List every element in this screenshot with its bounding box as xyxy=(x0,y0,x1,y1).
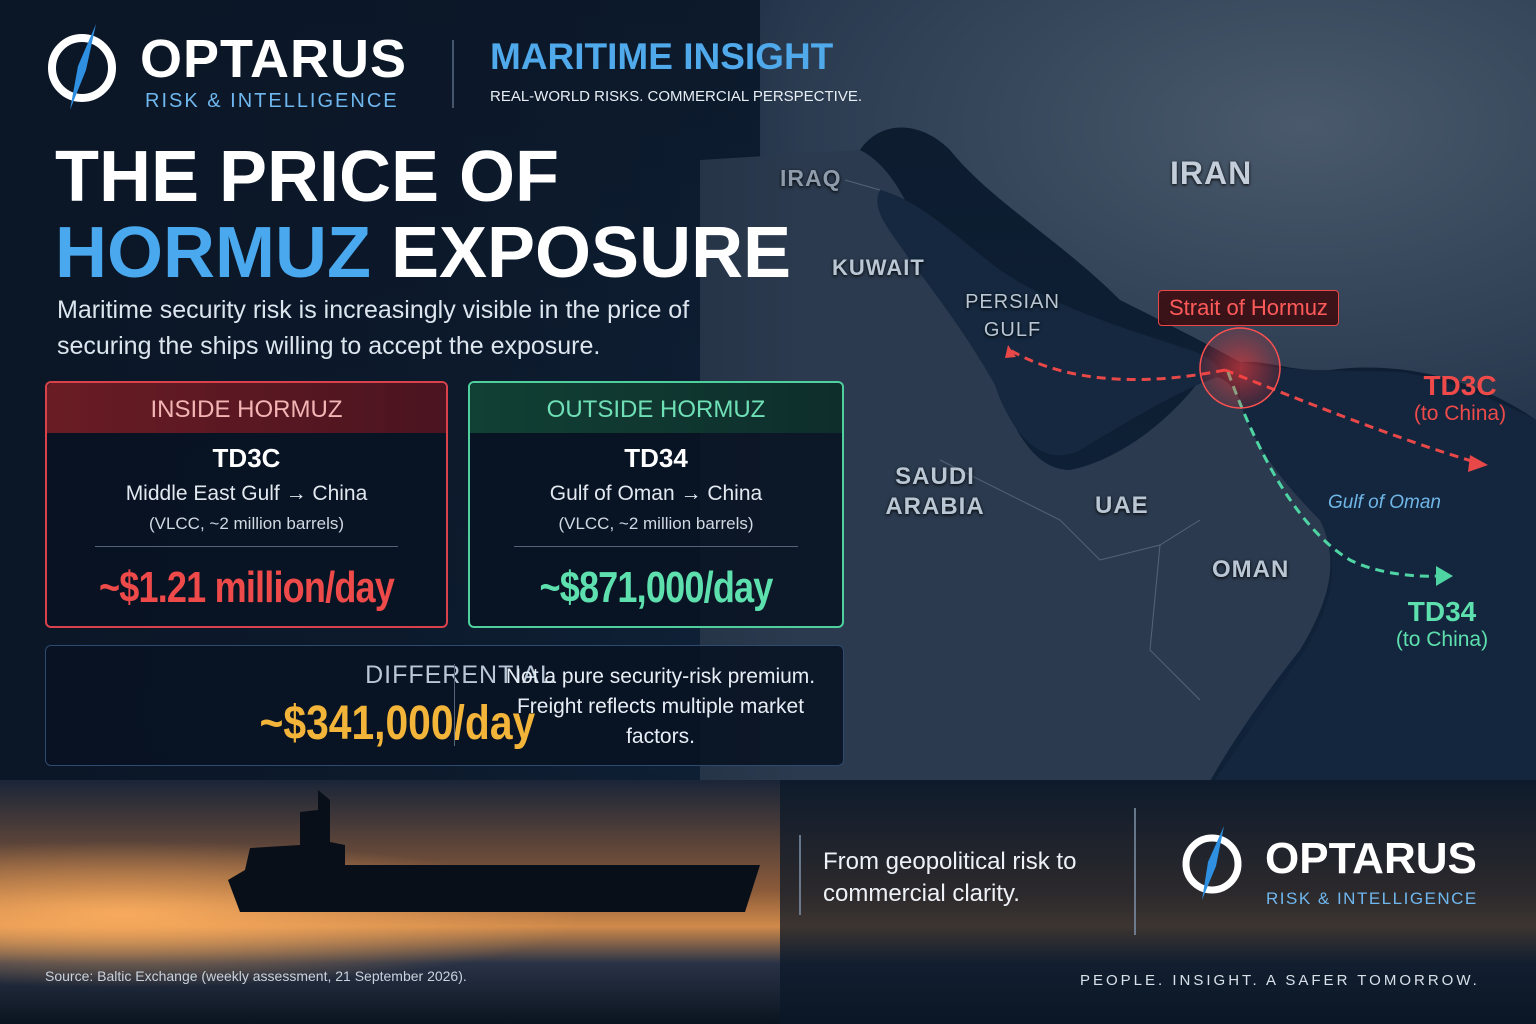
route-code: TD34 xyxy=(624,443,688,473)
price: ~$1.21 million/day xyxy=(98,563,395,612)
outside-card: OUTSIDE HORMUZ TD34 Gulf of Oman → China… xyxy=(468,381,844,628)
inside-card: INSIDE HORMUZ TD3C Middle East Gulf → Ch… xyxy=(45,381,448,628)
route-destination: (to China) xyxy=(1413,402,1507,425)
arrow-head xyxy=(1436,566,1453,586)
card-divider xyxy=(95,546,398,547)
route-code: TD3C xyxy=(1423,370,1497,401)
persian-gulf-water xyxy=(877,190,1219,456)
card-header: INSIDE HORMUZ xyxy=(150,396,343,423)
brand-tagline: RISK & INTELLIGENCE xyxy=(145,90,399,112)
country-label: IRAN xyxy=(1170,155,1253,191)
footer-brand: OPTARUS xyxy=(1265,834,1477,883)
card-header-band xyxy=(47,383,446,433)
card-header: OUTSIDE HORMUZ xyxy=(546,396,766,423)
differential-note: Not a pure security-risk premium. Freigh… xyxy=(505,665,816,748)
route-code: TD34 xyxy=(1407,596,1477,627)
footer-tagline: From geopolitical risk to commercial cla… xyxy=(823,848,1077,907)
country-label: IRAQ xyxy=(780,165,842,191)
country-label: UAE xyxy=(1095,492,1149,519)
route-code: TD3C xyxy=(212,443,281,473)
country-label: KUWAIT xyxy=(832,255,925,280)
card-divider xyxy=(514,546,798,547)
title-highlight: HORMUZ xyxy=(55,213,371,293)
section-title: MARITIME INSIGHT xyxy=(490,36,834,77)
strait-highlight xyxy=(1199,327,1281,409)
brand: OPTARUS xyxy=(140,29,408,89)
differential-box: DIFFERENTIAL ~$341,000/day Not a pure se… xyxy=(45,645,844,766)
route-label: TD34 (to China) xyxy=(1386,596,1498,652)
motto: PEOPLE. INSIGHT. A SAFER TOMORROW. xyxy=(1080,972,1480,989)
route: Middle East Gulf → China xyxy=(125,482,368,505)
brand-logo xyxy=(48,24,116,110)
footer-logo xyxy=(1182,826,1242,900)
route: Gulf of Oman → China xyxy=(549,482,763,505)
differential-value: ~$341,000/day xyxy=(259,697,536,750)
vessel-detail: (VLCC, ~2 million barrels) xyxy=(148,514,345,533)
footer-brand-tagline: RISK & INTELLIGENCE xyxy=(1266,889,1478,908)
title-line: HORMUZ EXPOSURE xyxy=(55,212,791,294)
country-label: SAUDI ARABIA xyxy=(885,463,985,520)
route-destination: (to China) xyxy=(1395,628,1489,651)
tanker-silhouette xyxy=(228,790,760,912)
intro: Maritime security risk is increasingly v… xyxy=(57,296,690,360)
strait-label: Strait of Hormuz xyxy=(1158,290,1339,326)
vessel-detail: (VLCC, ~2 million barrels) xyxy=(558,514,754,533)
gulf-of-oman-water xyxy=(1200,362,1536,800)
price: ~$871,000/day xyxy=(539,563,773,612)
td3c-route-inbound xyxy=(1009,348,1226,381)
title-word: EXPOSURE xyxy=(390,213,792,293)
differential-label: DIFFERENTIAL xyxy=(365,661,555,689)
land-arabia xyxy=(700,150,1331,800)
td34-route xyxy=(1226,371,1441,578)
source: Source: Baltic Exchange (weekly assessme… xyxy=(45,968,467,984)
borders xyxy=(844,179,1201,701)
title-line: THE PRICE OF xyxy=(55,137,560,217)
card-header-band xyxy=(470,383,842,433)
route-label: TD3C (to China) xyxy=(1408,370,1512,426)
arrow-head xyxy=(1468,455,1488,472)
strapline: REAL-WORLD RISKS. COMMERCIAL PERSPECTIVE… xyxy=(490,88,863,105)
sea-label: Gulf of Oman xyxy=(1328,492,1441,513)
divider xyxy=(454,664,455,746)
country-label: OMAN xyxy=(1212,556,1290,583)
arrow-head xyxy=(1005,345,1016,358)
land-iran xyxy=(760,0,1536,420)
sea-label: PERSIAN GULF xyxy=(965,291,1060,341)
